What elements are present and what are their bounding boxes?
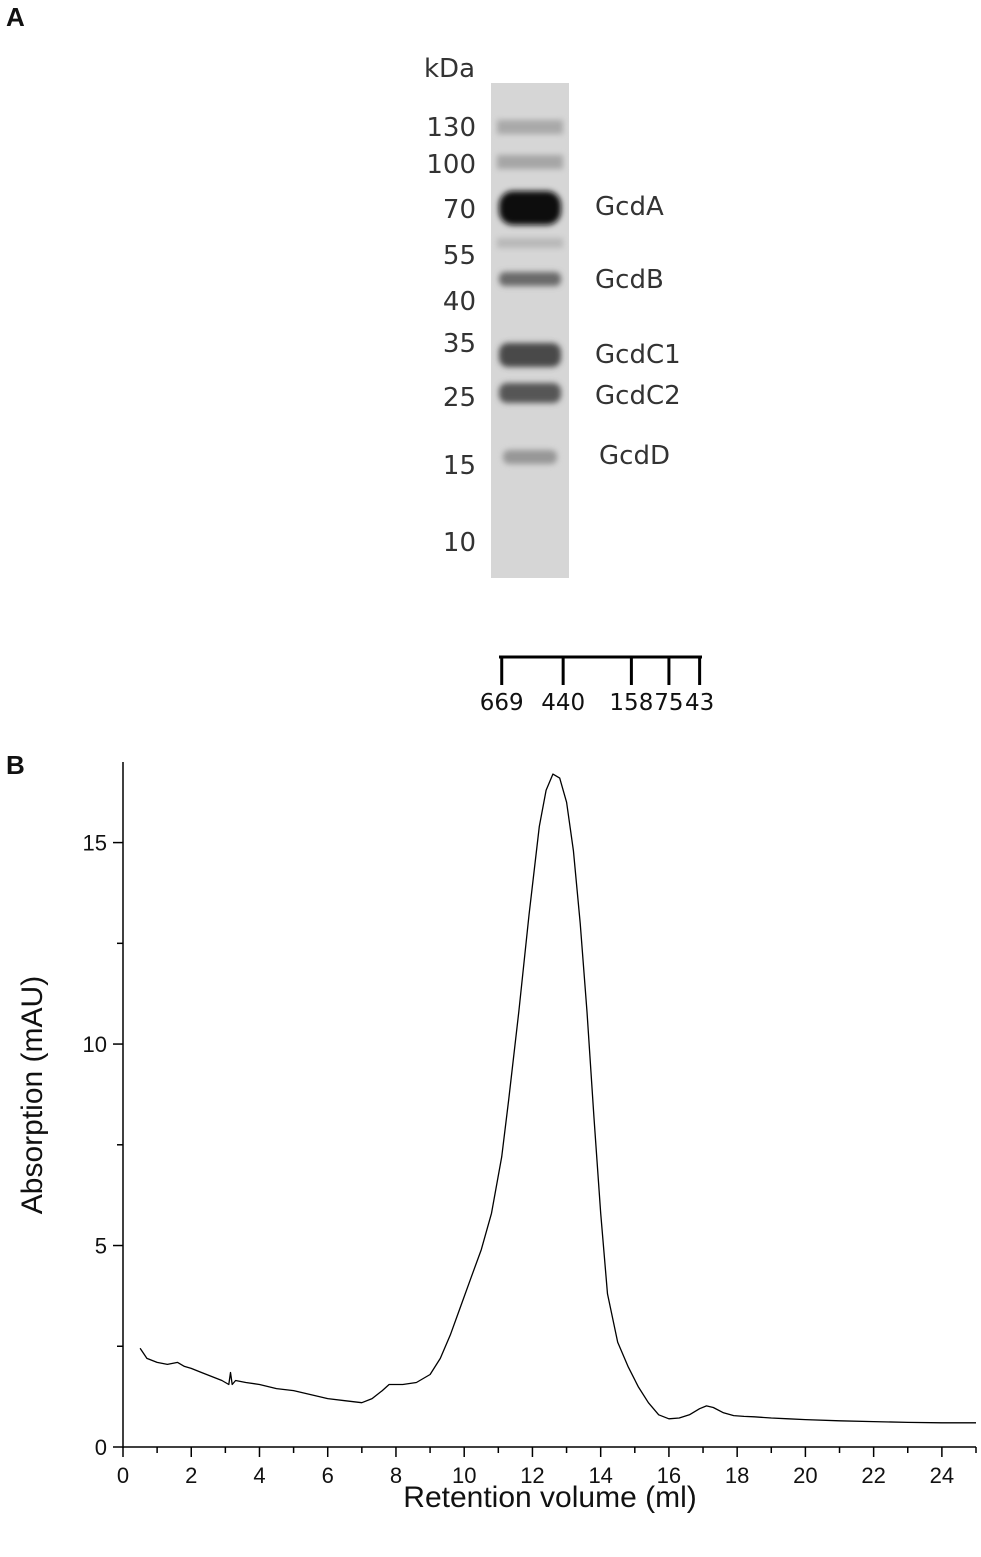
band-label-gcdc2: GcdC2 xyxy=(595,381,681,411)
gel-band-gcdc2 xyxy=(499,383,561,403)
y-tick-label: 15 xyxy=(83,831,107,856)
x-tick-label: 10 xyxy=(452,1463,476,1488)
axis-ticks xyxy=(113,841,977,1457)
chromatogram-trace xyxy=(139,773,976,1424)
gel-smear xyxy=(497,238,563,248)
gel-band-gcdc1 xyxy=(499,343,561,367)
panel-label-a: A xyxy=(6,2,25,32)
y-tick-label: 10 xyxy=(83,1032,107,1057)
x-tick-label: 22 xyxy=(861,1463,885,1488)
x-tick-label: 16 xyxy=(657,1463,681,1488)
x-tick-label: 0 xyxy=(117,1463,129,1488)
gel-band-gcda xyxy=(499,191,561,225)
marker-label: 10 xyxy=(442,528,476,558)
band-label-gcdd: GcdD xyxy=(599,441,670,471)
marker-label: 25 xyxy=(442,383,476,413)
calibration-ruler: 669 440 158 75 43 xyxy=(480,655,714,716)
calibration-label: 43 xyxy=(685,690,714,716)
x-axis-label: Retention volume (ml) xyxy=(403,1481,696,1514)
calibration-label: 158 xyxy=(609,690,653,716)
x-tick-label: 2 xyxy=(185,1463,197,1488)
marker-label: 100 xyxy=(426,150,476,180)
calibration-label: 669 xyxy=(480,690,524,716)
panel-label-b: B xyxy=(6,750,25,780)
calibration-label: 440 xyxy=(541,690,585,716)
marker-label: 40 xyxy=(442,287,476,317)
band-label-gcdc1: GcdC1 xyxy=(595,340,681,370)
x-tick-label: 6 xyxy=(322,1463,334,1488)
x-tick-label: 14 xyxy=(588,1463,612,1488)
marker-label: 15 xyxy=(442,451,476,481)
x-tick-label: 8 xyxy=(390,1463,402,1488)
y-axis-label: Absorption (mAU) xyxy=(16,976,49,1214)
marker-label: 55 xyxy=(442,241,476,271)
kda-unit-label: kDa xyxy=(424,54,476,84)
x-tick-label: 20 xyxy=(793,1463,817,1488)
y-tick-label: 5 xyxy=(95,1234,107,1259)
gel-band-gcdb xyxy=(499,272,561,286)
band-label-gcdb: GcdB xyxy=(595,265,664,295)
marker-label: 35 xyxy=(442,329,476,359)
gel-band-gcdd xyxy=(503,450,557,464)
x-tick-label: 24 xyxy=(930,1463,954,1488)
gel-lane xyxy=(491,83,569,578)
y-tick-label: 0 xyxy=(95,1435,107,1460)
gel-smear xyxy=(497,120,563,134)
x-tick-label: 12 xyxy=(520,1463,544,1488)
marker-label: 130 xyxy=(426,113,476,143)
x-tick-label: 18 xyxy=(725,1463,749,1488)
chart-axes xyxy=(122,762,976,1448)
band-label-gcda: GcdA xyxy=(595,192,664,222)
gel-smear xyxy=(497,155,563,169)
marker-label: 70 xyxy=(442,195,476,225)
x-tick-label: 4 xyxy=(253,1463,265,1488)
calibration-label: 75 xyxy=(654,690,683,716)
